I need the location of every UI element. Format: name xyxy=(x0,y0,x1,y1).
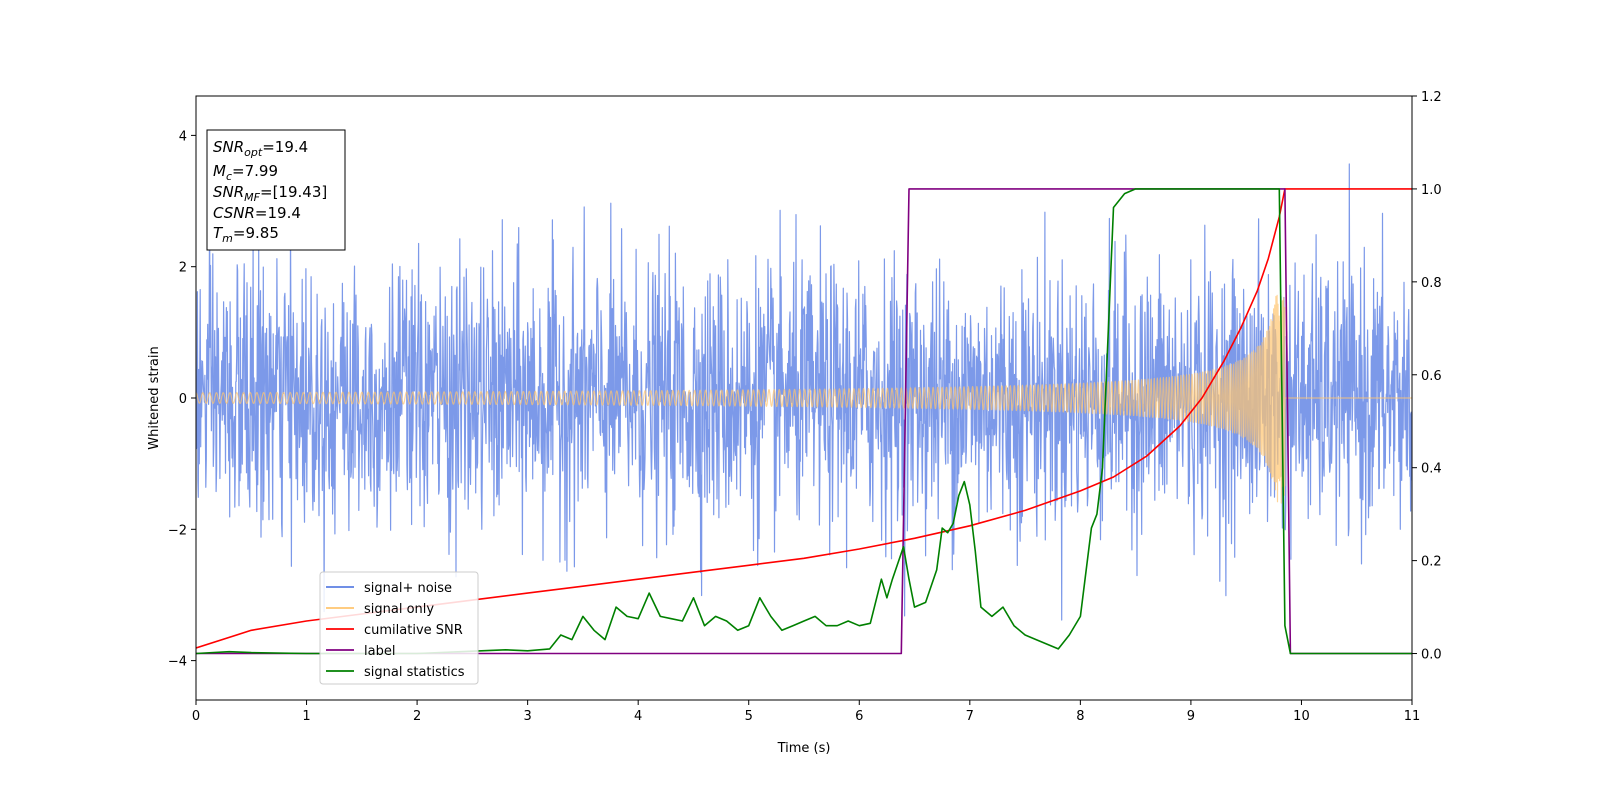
y-right-tick-label: 0.4 xyxy=(1421,462,1442,477)
annotation-line: SNRopt=19.4 xyxy=(213,138,308,159)
legend-label: signal only xyxy=(364,602,434,617)
x-tick-label: 1 xyxy=(302,709,310,724)
y-right-tick-label: 0.0 xyxy=(1421,648,1442,663)
series-line-signal-noise xyxy=(196,163,1412,621)
annotation-line: SNRMF=[19.43] xyxy=(213,183,327,204)
y-left-axis-ticks: −4 −2 0 2 4 xyxy=(168,129,196,670)
x-tick-label: 6 xyxy=(855,709,863,724)
series-line-signal-only xyxy=(196,294,1412,504)
y-left-tick-label: −4 xyxy=(168,655,187,670)
x-tick-label: 7 xyxy=(966,709,974,724)
x-tick-label: 9 xyxy=(1187,709,1195,724)
y-right-tick-label: 0.8 xyxy=(1421,276,1442,291)
y-left-tick-label: 0 xyxy=(179,392,187,407)
x-tick-label: 0 xyxy=(192,709,200,724)
annotation-line: CSNR=19.4 xyxy=(213,204,301,222)
annotation-line: Mc=7.99 xyxy=(213,162,278,183)
x-tick-label: 11 xyxy=(1404,709,1421,724)
legend-label: signal+ noise xyxy=(364,581,452,596)
x-axis-label: Time (s) xyxy=(777,741,831,756)
x-axis-ticks: 0 1 2 3 4 5 6 7 8 9 10 11 xyxy=(192,700,1420,724)
y-left-axis-label: Whitened strain xyxy=(147,346,162,449)
y-left-tick-label: −2 xyxy=(168,523,187,538)
legend-label: cumilative SNR xyxy=(364,623,463,638)
annotation-box: SNRopt=19.4 Mc=7.99SNRMF=[19.43]CSNR=19.4… xyxy=(206,129,346,251)
x-tick-label: 5 xyxy=(745,709,753,724)
legend-entries: signal+ noise signal only cumilative SNR la… xyxy=(326,581,465,680)
y-right-axis-ticks: 0.0 0.2 0.4 0.6 0.8 1.0 1.2 xyxy=(1412,90,1442,663)
y-right-tick-label: 0.2 xyxy=(1421,555,1442,570)
annotation-lines: SNRopt=19.4 Mc=7.99SNRMF=[19.43]CSNR=19.4… xyxy=(213,138,327,245)
legend: signal+ noise signal only cumilative SNR la… xyxy=(319,571,479,685)
y-left-tick-label: 4 xyxy=(179,129,187,144)
y-left-tick-label: 2 xyxy=(179,261,187,276)
x-tick-label: 3 xyxy=(523,709,531,724)
x-tick-label: 4 xyxy=(634,709,642,724)
legend-label: label xyxy=(364,644,395,659)
x-tick-label: 10 xyxy=(1293,709,1310,724)
series-line-signal-statistics xyxy=(196,188,1412,655)
y-right-tick-label: 1.0 xyxy=(1421,183,1442,198)
x-tick-label: 2 xyxy=(413,709,421,724)
y-right-tick-label: 0.6 xyxy=(1421,369,1442,384)
x-tick-label: 8 xyxy=(1076,709,1084,724)
legend-label: signal statistics xyxy=(364,665,465,680)
annotation-line: Tm=9.85 xyxy=(213,224,279,245)
y-right-tick-label: 1.2 xyxy=(1421,90,1442,105)
